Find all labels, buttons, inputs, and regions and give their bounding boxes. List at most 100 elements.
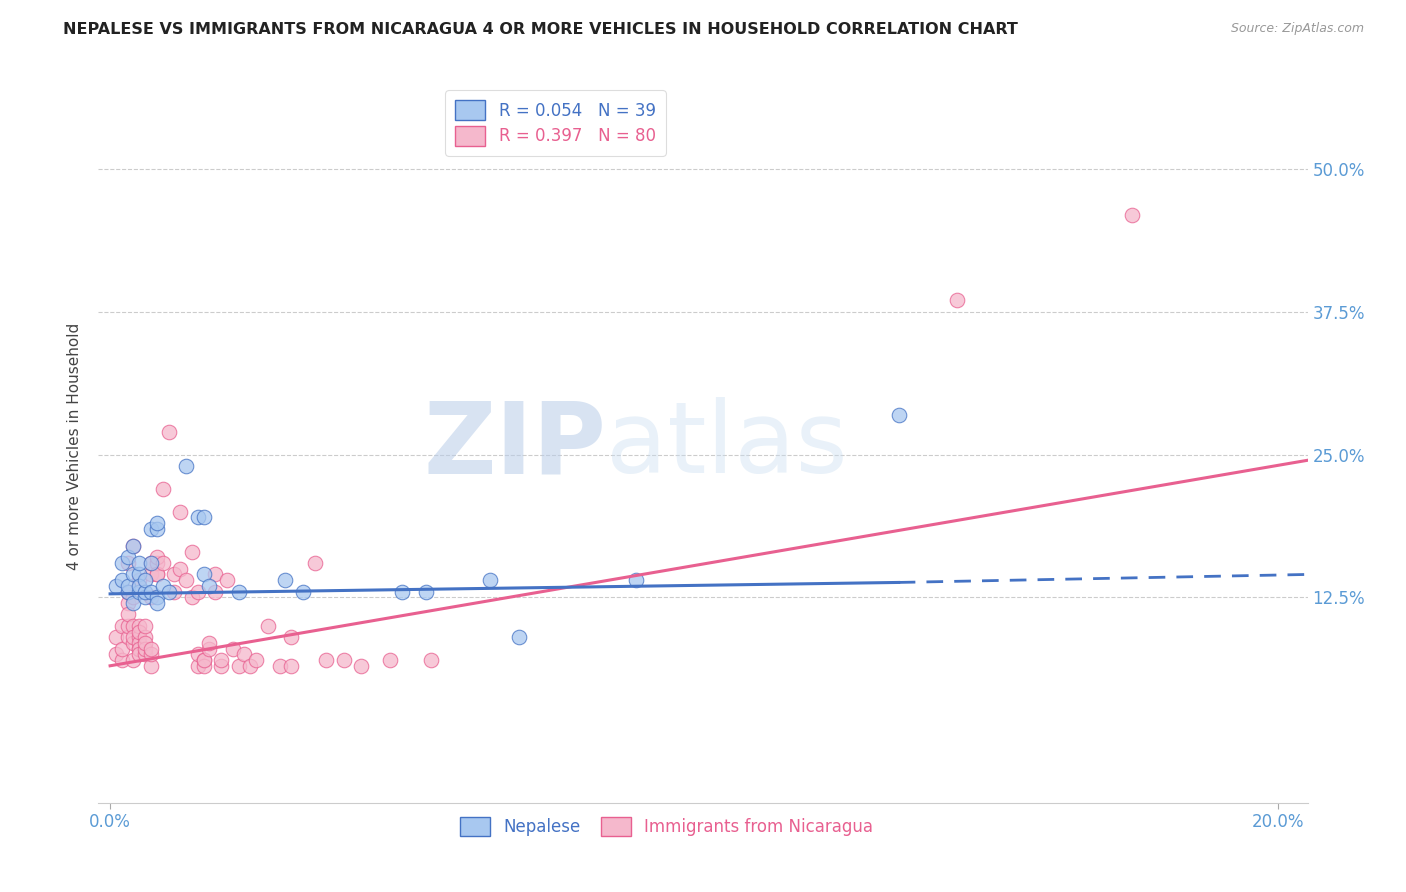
Point [146,567,169,582]
Point [332,653,354,667]
Point [163,567,186,582]
Point [117,584,139,599]
Point [122,636,145,650]
Point [134,591,156,605]
Point [128,630,150,644]
Point [163,584,186,599]
Point [134,584,156,599]
Point [146,591,169,605]
Point [122,653,145,667]
Point [117,619,139,633]
Point [245,653,267,667]
Point [209,653,232,667]
Point [157,584,180,599]
Point [169,562,191,576]
Point [117,584,139,599]
Point [139,658,162,673]
Point [280,630,302,644]
Point [169,505,191,519]
Point [146,596,169,610]
Point [256,619,278,633]
Point [380,653,402,667]
Text: Source: ZipAtlas.com: Source: ZipAtlas.com [1230,22,1364,36]
Point [415,584,437,599]
Point [134,573,156,587]
Point [146,550,169,565]
Point [228,658,250,673]
Point [128,619,150,633]
Point [122,591,145,605]
Point [122,539,145,553]
Point [187,584,209,599]
Point [157,425,180,439]
Point [139,641,162,656]
Point [134,636,156,650]
Point [139,591,162,605]
Point [420,653,443,667]
Point [128,624,150,639]
Point [391,584,413,599]
Point [128,567,150,582]
Point [228,584,250,599]
Point [198,636,221,650]
Point [117,596,139,610]
Point [139,556,162,570]
Point [291,584,314,599]
Point [193,653,215,667]
Point [304,556,326,570]
Point [193,653,215,667]
Point [128,573,150,587]
Point [887,408,910,422]
Legend: Nepalese, Immigrants from Nicaragua: Nepalese, Immigrants from Nicaragua [451,808,882,845]
Point [478,573,501,587]
Point [104,648,127,662]
Text: atlas: atlas [606,398,848,494]
Point [315,653,337,667]
Point [187,658,209,673]
Point [117,607,139,622]
Point [209,658,232,673]
Point [111,641,134,656]
Point [239,658,262,673]
Point [122,596,145,610]
Point [198,641,221,656]
Point [139,567,162,582]
Point [139,584,162,599]
Point [215,573,238,587]
Point [193,567,215,582]
Point [204,567,226,582]
Point [128,556,150,570]
Point [350,658,373,673]
Point [111,619,134,633]
Point [146,522,169,536]
Point [152,556,174,570]
Point [128,636,150,650]
Point [139,522,162,536]
Point [146,516,169,530]
Point [174,573,197,587]
Point [104,630,127,644]
Point [274,573,297,587]
Point [946,293,969,308]
Point [233,648,256,662]
Point [187,510,209,524]
Point [111,653,134,667]
Point [122,630,145,644]
Point [117,556,139,570]
Point [134,619,156,633]
Point [117,550,139,565]
Text: ZIP: ZIP [423,398,606,494]
Point [128,641,150,656]
Point [122,539,145,553]
Point [198,579,221,593]
Point [139,648,162,662]
Text: NEPALESE VS IMMIGRANTS FROM NICARAGUA 4 OR MORE VEHICLES IN HOUSEHOLD CORRELATIO: NEPALESE VS IMMIGRANTS FROM NICARAGUA 4 … [63,22,1018,37]
Point [128,648,150,662]
Point [193,658,215,673]
Point [152,482,174,496]
Point [146,567,169,582]
Point [104,579,127,593]
Point [111,556,134,570]
Point [128,584,150,599]
Point [134,630,156,644]
